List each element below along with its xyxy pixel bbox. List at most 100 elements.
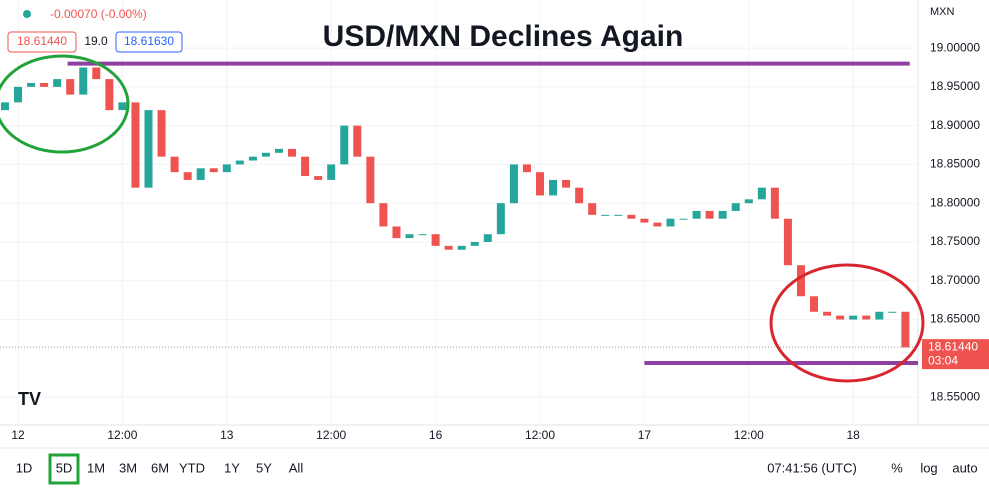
candle [275,148,284,153]
candle [40,82,49,87]
candle [679,218,688,220]
candle [483,234,492,242]
candle [810,296,819,312]
x-tick-label: 12:00 [107,428,137,442]
candle [640,218,649,223]
countdown: 03:04 [928,353,958,367]
candle [666,218,675,227]
candle [431,234,440,246]
candle [836,315,845,320]
candle [549,179,558,196]
candle [66,79,75,95]
candle [209,168,218,173]
candle [614,214,623,216]
toolbar: 1D 5D 1M 3M 6M YTD 1Y 5Y All% log auto [16,453,978,485]
timeframe-button[interactable]: 1M [87,460,105,475]
candle [705,210,714,219]
candle [731,203,740,211]
timeframe-button[interactable]: 5Y [256,460,272,475]
timeframe-button[interactable]: 5D [56,460,73,475]
candle [535,172,544,196]
ask: 18.61630 [124,34,174,48]
candle [457,245,466,250]
candle [379,203,388,227]
candle [796,265,805,297]
timeframe-button[interactable]: 6M [151,460,169,475]
candle [340,125,349,165]
candle [0,102,9,111]
logo: TV [18,389,41,409]
candle [105,79,114,111]
y-tick-label: 18.85000 [930,157,980,171]
candle [418,234,427,236]
last-price-label: 18.61440 [928,339,978,353]
timeframe-button[interactable]: All [289,460,304,475]
y-tick-label: 18.90000 [930,118,980,132]
candle [222,164,231,173]
timeframe-button[interactable]: 1Y [224,460,240,475]
candle [509,164,518,204]
y-tick-label: 18.95000 [930,79,980,93]
candle [14,86,23,103]
change: -0.00070 (-0.00%) [50,7,147,21]
candle [888,311,897,313]
candle [235,160,244,165]
candle [522,164,531,173]
candle [157,110,166,157]
y-tick-label: 18.75000 [930,234,980,248]
bid-box[interactable] [7,31,77,53]
clock: 07:41:56 (UTC) [767,460,857,475]
option-button[interactable]: log [920,460,937,475]
candle [575,187,584,204]
option-button[interactable]: % [891,460,903,475]
x-tick-label: 13 [220,428,234,442]
candle [901,311,910,348]
option-button[interactable]: auto [952,460,977,475]
timeframe-button[interactable]: YTD [179,460,205,475]
candle [79,67,88,95]
candle [261,152,270,157]
x-tick-label: 12:00 [316,428,346,442]
candle [327,164,336,180]
candle [653,222,662,227]
y-tick-label: 18.80000 [930,195,980,209]
x-tick-label: 12 [11,428,25,442]
candle [862,315,871,320]
x-tick-label: 12:00 [525,428,555,442]
candle [314,176,323,180]
candle [196,168,205,180]
x-tick-label: 16 [429,428,443,442]
x-tick-label: 12:00 [734,428,764,442]
ask-box[interactable] [115,31,183,53]
timeframe-button[interactable]: 1D [16,460,33,475]
candle [496,203,505,235]
candle [470,241,479,246]
candle [288,148,297,157]
candle [353,125,362,157]
candle [875,311,884,320]
last-price-box [922,339,989,370]
timeframe-button[interactable]: 3M [119,460,137,475]
candle [692,210,701,219]
candle [392,226,401,239]
candle [562,179,571,188]
candle [131,102,140,188]
candle [170,156,179,173]
candle [783,218,792,266]
y-tick-label: 18.70000 [930,273,980,287]
x-tick-label: 18 [847,428,861,442]
candle [183,172,192,180]
highlight-circle [0,54,130,154]
candle [248,156,257,161]
x-tick-label: 17 [638,428,652,442]
candle [627,214,636,219]
candle [588,203,597,215]
bid: 18.61440 [17,34,67,48]
candle [301,156,310,177]
active-timeframe [48,453,80,485]
y-tick-label: 18.55000 [930,389,980,403]
y-tick-label: 18.65000 [930,312,980,326]
spread: 19.0 [84,34,108,48]
